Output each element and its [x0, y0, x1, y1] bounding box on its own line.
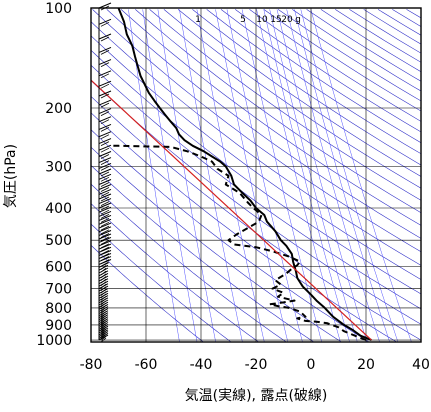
mixing-ratio-label: g	[295, 15, 301, 25]
y-tick-label: 900	[45, 318, 72, 334]
mixing-ratio-label: 15	[270, 15, 281, 25]
y-tick-label: 600	[45, 260, 72, 276]
y-tick-label: 200	[45, 101, 72, 117]
y-tick-label: 700	[45, 282, 72, 298]
y-tick-label: 300	[45, 160, 72, 176]
x-tick-label: -40	[190, 357, 213, 373]
x-tick-label: 20	[357, 357, 375, 373]
mixing-ratio-label: 20	[281, 15, 293, 25]
x-tick-label: 40	[412, 357, 430, 373]
x-tick-label: -20	[245, 357, 268, 373]
y-tick-label: 500	[45, 233, 72, 249]
x-tick-label: 0	[307, 357, 316, 373]
y-tick-label: 1000	[36, 333, 72, 349]
mixing-ratio-label: 5	[240, 15, 246, 25]
y-axis-title: 気圧(hPa)	[3, 144, 19, 208]
mixing-ratio-label: 10	[256, 15, 268, 25]
x-axis-title: 気温(実線), 露点(破線)	[185, 388, 328, 404]
y-tick-label: 100	[45, 1, 72, 17]
x-tick-label: -60	[135, 357, 158, 373]
x-tick-label: -80	[80, 357, 103, 373]
mixing-ratio-label: 1	[195, 15, 201, 25]
y-tick-label: 400	[45, 201, 72, 217]
y-tick-label: 800	[45, 301, 72, 317]
